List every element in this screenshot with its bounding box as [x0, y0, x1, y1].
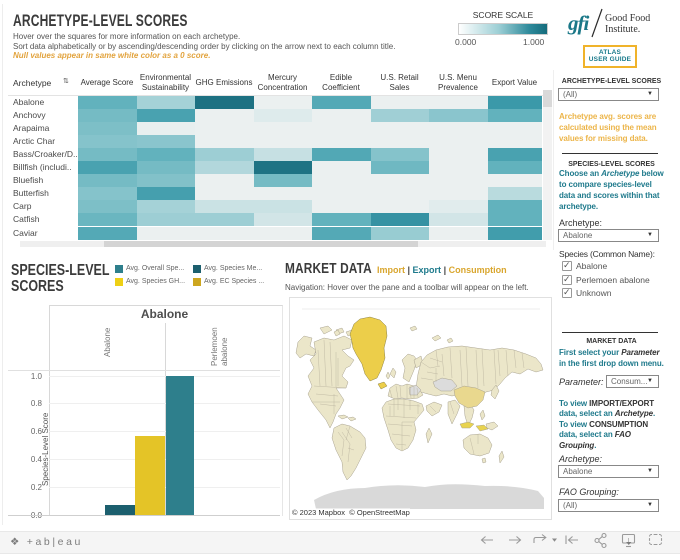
svg-text:Good Food: Good Food — [605, 13, 650, 24]
svg-text:gfi: gfi — [567, 11, 589, 35]
svg-text:Institute.: Institute. — [605, 24, 640, 35]
